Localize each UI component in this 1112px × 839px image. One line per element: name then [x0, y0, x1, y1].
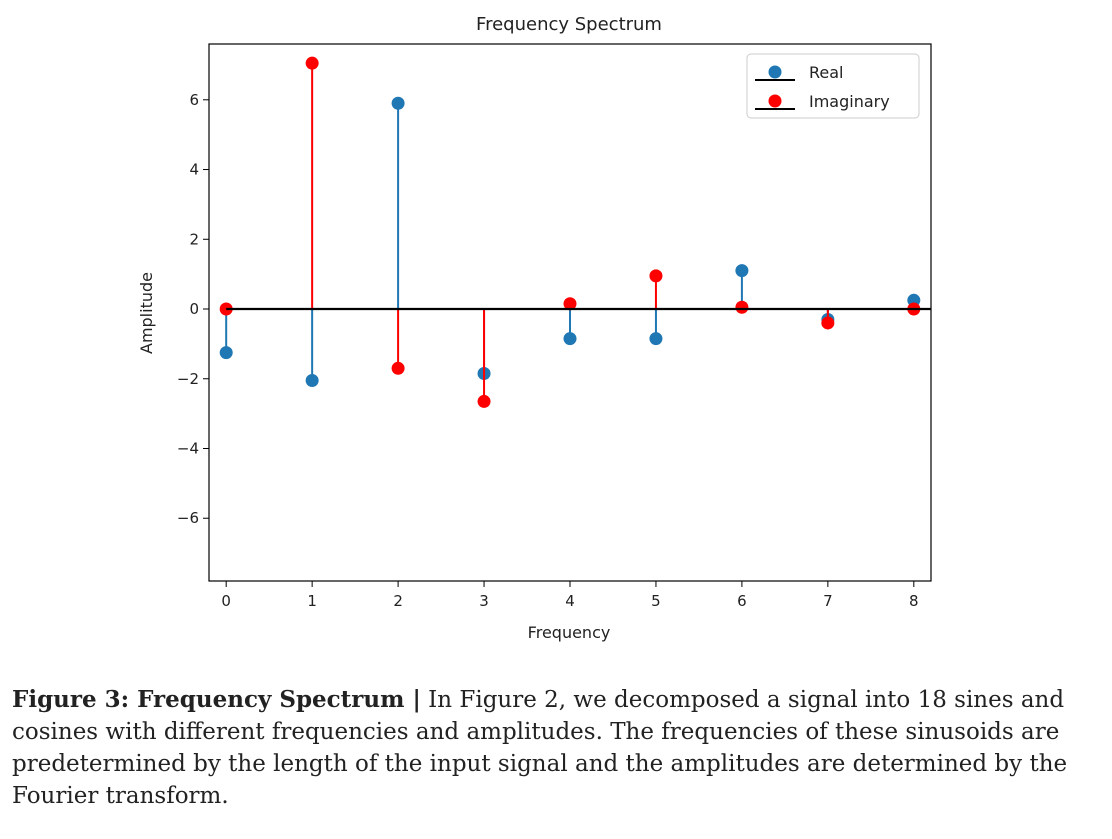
series-imaginary: [219, 56, 921, 408]
stem-marker: [391, 96, 405, 110]
x-tick-label: 1: [307, 592, 317, 610]
y-axis-label: Amplitude: [137, 272, 156, 354]
x-tick-label: 2: [393, 592, 403, 610]
legend-entry-imaginary: Imaginary: [755, 92, 890, 111]
stem-marker: [305, 373, 319, 387]
stem-marker: [563, 297, 577, 311]
stem-marker: [735, 300, 749, 314]
x-tick-label: 0: [221, 592, 231, 610]
y-tick-label: −6: [177, 509, 199, 527]
y-tick-label: 6: [189, 91, 199, 109]
x-tick-label: 7: [823, 592, 833, 610]
stem-marker: [821, 316, 835, 330]
plot-area: 0 1 2 3 4 5 6 7 8 −6 −4 −2 0 2 4 6: [177, 43, 932, 610]
stem-marker: [735, 264, 749, 278]
frequency-spectrum-chart: Frequency Spectrum 0 1 2 3 4 5 6 7 8 −6 −4 −2 0 2 4 6 F…: [137, 14, 932, 642]
series-real: [219, 96, 921, 387]
y-tick-label: −4: [177, 439, 199, 457]
y-tick-label: 2: [189, 230, 199, 248]
legend: Real Imaginary: [746, 53, 920, 119]
stem-marker: [649, 269, 663, 283]
legend-frame: [746, 53, 920, 119]
stem-marker: [563, 332, 577, 346]
x-tick-label: 3: [479, 592, 489, 610]
x-tick-label: 5: [651, 592, 661, 610]
legend-entry-real: Real: [755, 63, 844, 82]
stem-marker: [305, 56, 319, 70]
stem-marker: [391, 361, 405, 375]
x-tick-label: 6: [737, 592, 747, 610]
x-axis-label: Frequency: [528, 623, 611, 642]
stem-marker: [477, 394, 491, 408]
legend-label: Real: [809, 63, 844, 82]
stem-marker: [219, 346, 233, 360]
x-tick-label: 8: [909, 592, 919, 610]
legend-marker-swatch: [768, 94, 782, 108]
caption-label: Figure 3: Frequency Spectrum |: [12, 686, 421, 713]
y-tick-label: −2: [177, 370, 199, 388]
legend-marker-swatch: [768, 65, 782, 79]
figure-caption: Figure 3: Frequency Spectrum | In Figure…: [12, 684, 1104, 812]
y-tick-label: 0: [189, 300, 199, 318]
chart-title: Frequency Spectrum: [476, 14, 662, 35]
legend-label: Imaginary: [809, 92, 890, 111]
y-tick-label: 4: [189, 161, 199, 179]
stem-marker: [649, 332, 663, 346]
caption-text: In Figure 2, we decomposed a signal into…: [12, 687, 1068, 809]
x-tick-label: 4: [565, 592, 575, 610]
